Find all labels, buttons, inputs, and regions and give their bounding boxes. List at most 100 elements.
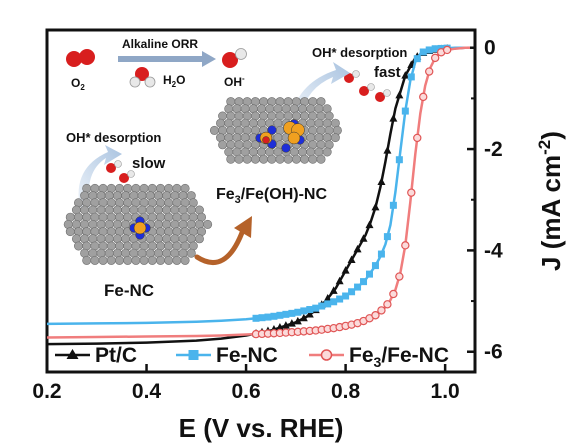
data-point: [252, 314, 260, 322]
data-point: [395, 272, 404, 281]
data-point: [318, 302, 326, 310]
data-point: [377, 250, 385, 258]
fe3-feoh-nc-structure-label: Fe3/Fe(OH)-NC: [216, 186, 327, 206]
inset-illustration: O2 Alkaline ORR H2O OH- OH* desorption f…: [63, 37, 407, 300]
y-tick-label: -2: [484, 138, 503, 161]
data-point: [306, 306, 314, 314]
y-tick-label: 0: [484, 37, 496, 60]
carbon-atom: [218, 140, 228, 150]
data-point: [395, 156, 403, 164]
carbon-atom: [275, 154, 285, 164]
data-point: [336, 295, 344, 303]
data-point: [324, 300, 332, 308]
carbon-atom: [74, 241, 84, 251]
carbon-atom: [123, 255, 133, 265]
series-fe-nc: [46, 44, 470, 326]
carbon-atom: [316, 154, 326, 164]
fast-label: fast: [374, 64, 401, 81]
carbon-atom: [283, 154, 293, 164]
y-axis-title: J (mA cm-2): [535, 131, 566, 271]
carbon-atom: [194, 234, 204, 244]
y-tick-label: -4: [484, 239, 503, 262]
data-point: [353, 244, 362, 253]
data-point: [275, 323, 284, 331]
data-point: [299, 313, 308, 322]
fe-nc-structure-label: Fe-NC: [104, 281, 154, 300]
data-point: [276, 311, 284, 319]
data-point: [371, 311, 380, 320]
data-point: [419, 92, 428, 102]
data-point: [401, 107, 409, 115]
carbon-atom: [234, 154, 244, 164]
data-point: [413, 133, 422, 143]
x-tick-label: 1.0: [431, 380, 460, 403]
carbon-atom: [250, 154, 260, 164]
fast-desorption-arrow-icon: [292, 62, 350, 114]
data-point: [323, 294, 332, 302]
fe-nc-lattice-icon: [63, 183, 213, 265]
data-point: [288, 309, 296, 317]
series-layer: [46, 44, 470, 346]
data-point: [342, 292, 350, 300]
data-point: [413, 55, 421, 63]
carbon-atom: [131, 255, 141, 265]
data-point: [329, 286, 338, 294]
carbon-atom: [139, 255, 149, 265]
x-tick-label: 0.2: [32, 380, 61, 403]
data-point: [300, 307, 308, 315]
legend: Pt/C Fe-NC Fe3/Fe-NC: [55, 344, 449, 370]
slow-label: slow: [132, 155, 166, 172]
data-point: [383, 300, 392, 309]
carbon-atom: [186, 248, 196, 258]
carbon-atom: [164, 255, 174, 265]
series-fe3-fe-nc: [46, 45, 470, 339]
carbon-atom: [226, 154, 236, 164]
fe3-feoh-nc-lattice-icon: [209, 97, 342, 164]
transformation-arrow-icon: [194, 216, 252, 265]
oxygen-atom: [262, 136, 270, 144]
carbon-atom: [172, 255, 182, 265]
carbon-atom: [98, 255, 108, 265]
carbon-atom: [267, 154, 277, 164]
carbon-atom: [308, 154, 318, 164]
data-point: [365, 270, 373, 278]
x-axis-ticks: 0.2 0.4 0.6 0.8 1.0: [32, 364, 460, 403]
data-point: [281, 321, 290, 329]
data-point: [371, 262, 379, 270]
carbon-atom: [115, 255, 125, 265]
data-point: [287, 319, 296, 327]
data-point: [371, 202, 380, 211]
legend-item-fe-nc: Fe-NC: [176, 344, 278, 367]
data-point: [294, 308, 302, 316]
legend-item-fe3-fe-nc: Fe3/Fe-NC: [309, 344, 449, 370]
oh-minus-label: OH-: [224, 74, 245, 89]
nitrogen-atom: [281, 143, 291, 153]
data-point: [442, 45, 452, 55]
carbon-atom: [322, 147, 332, 157]
data-point: [419, 48, 427, 56]
x-tick-label: 0.6: [231, 380, 260, 403]
data-point: [293, 316, 302, 325]
data-point: [389, 201, 397, 209]
data-point: [425, 46, 433, 54]
legend-label-fe3-fe-nc: Fe3/Fe-NC: [349, 344, 449, 370]
data-point: [312, 304, 320, 312]
data-point: [389, 289, 398, 299]
x-tick-label: 0.4: [132, 380, 162, 403]
iron-atom: [287, 131, 301, 145]
carbon-atom: [291, 154, 301, 164]
reaction-arrow-icon: [118, 51, 216, 67]
desorption-slow-label: OH* desorption: [66, 130, 161, 145]
carbon-atom: [209, 125, 219, 135]
carbon-atom: [300, 154, 310, 164]
carbon-atom: [203, 219, 213, 229]
carbon-atom: [106, 255, 116, 265]
carbon-atom: [147, 255, 157, 265]
data-point: [347, 255, 356, 264]
legend-label-ptc: Pt/C: [95, 344, 137, 367]
data-point: [377, 177, 386, 185]
carbon-atom: [82, 255, 92, 265]
y-axis-ticks: 0 -2 -4 -6: [467, 37, 503, 364]
data-point: [335, 276, 344, 285]
